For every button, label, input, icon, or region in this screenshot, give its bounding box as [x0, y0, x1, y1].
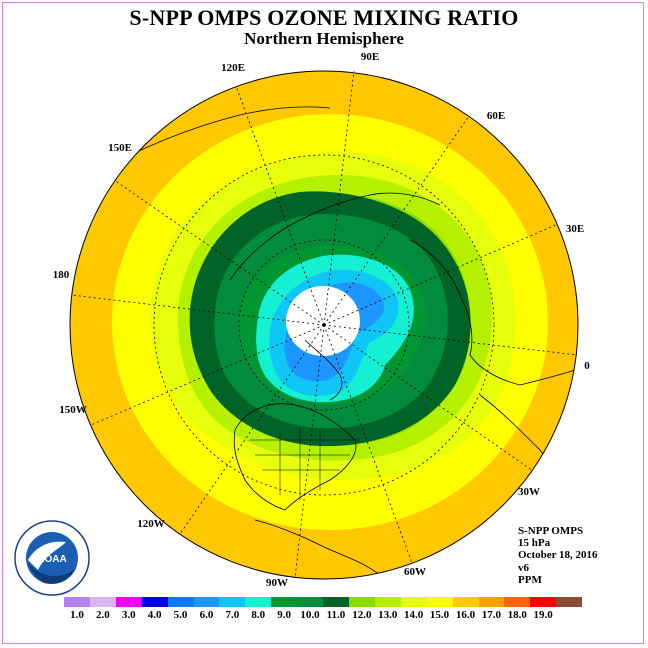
- colorbar-swatch: [297, 597, 324, 607]
- colorbar-swatch: [374, 597, 401, 607]
- logo-wordmark: NOAA: [37, 554, 66, 565]
- lon-label-120e: 120E: [221, 62, 245, 74]
- colorbar-swatch: [426, 597, 453, 607]
- colorbar-swatch: [556, 597, 583, 607]
- colorbar: [64, 597, 583, 607]
- colorbar-label: 9.0: [277, 609, 292, 621]
- colorbar-swatch: [89, 597, 116, 607]
- colorbar-swatch: [323, 597, 349, 607]
- colorbar-label: 6.0: [199, 609, 214, 621]
- info-date: October 18, 2016: [518, 549, 598, 562]
- info-version: v6: [518, 561, 529, 574]
- colorbar-swatch: [478, 597, 505, 607]
- colorbar-swatch: [219, 597, 246, 607]
- colorbar-label: 2.0: [95, 609, 110, 621]
- north-america-outline: [233, 403, 357, 511]
- us-state-borders: [250, 428, 360, 500]
- lon-label-90e: 90E: [361, 51, 379, 63]
- lon-label-60e: 60E: [487, 110, 505, 122]
- meridian-60e: [323, 115, 470, 326]
- latitude-circle-30: [153, 154, 495, 496]
- colorbar-swatch: [245, 597, 272, 607]
- colorbar-label: 12.0: [352, 609, 372, 621]
- colorbar-swatch: [64, 597, 90, 607]
- colorbar-label: 14.0: [404, 609, 424, 621]
- asia-pacific-coast: [119, 106, 331, 161]
- noaa-logo: NOAA: [14, 520, 90, 596]
- info-pressure: 15 hPa: [518, 537, 551, 550]
- lon-label-180: 180: [53, 269, 70, 281]
- central-america-outline: [254, 519, 381, 576]
- lon-label-0: 0: [584, 360, 590, 372]
- no-data-region: [286, 286, 360, 356]
- lon-label-90w: 90W: [266, 577, 288, 589]
- greenland-outline: [304, 339, 343, 401]
- info-units: PPM: [518, 573, 542, 586]
- colorbar-label: 13.0: [378, 609, 398, 621]
- colorbar-label: 15.0: [429, 609, 450, 621]
- colorbar-label: 17.0: [481, 609, 501, 621]
- colorbar-swatch: [452, 597, 479, 607]
- map-info-block: S-NPP OMPS 15 hPa October 18, 2016 v6 PP…: [518, 525, 598, 586]
- colorbar-label: 5.0: [173, 609, 188, 621]
- colorbar-swatch: [504, 597, 531, 607]
- colorbar-swatch: [348, 597, 375, 607]
- lon-label-150w: 150W: [59, 404, 87, 416]
- map-subtitle: Northern Hemisphere: [244, 29, 404, 48]
- colorbar-swatch: [530, 597, 557, 607]
- lon-label-30e: 30E: [566, 223, 584, 235]
- colorbar-label: 19.0: [533, 609, 553, 621]
- seagull-icon: [28, 541, 66, 570]
- colorbar-label: 1.0: [70, 609, 84, 621]
- colorbar-label: 11.0: [326, 609, 346, 621]
- colorbar-label: 4.0: [147, 609, 162, 621]
- europe-outline: [409, 239, 576, 386]
- colorbar-label: 3.0: [121, 609, 136, 621]
- colorbar-swatch: [193, 597, 220, 607]
- meridian-150w: [90, 324, 325, 426]
- longitude-labels: 90E 60E 30E 0 30W 60W 90W 120W 150W 180 …: [53, 51, 591, 589]
- ozone-contours: [70, 71, 578, 579]
- colorbar-swatch: [271, 597, 298, 607]
- graticule: [70, 70, 578, 579]
- map-boundary: [69, 70, 579, 580]
- asia-arctic-coast: [229, 192, 441, 281]
- colorbar-label: 7.0: [225, 609, 240, 621]
- meridian-60w: [323, 324, 413, 564]
- colorbar-label: 18.0: [507, 609, 527, 621]
- info-instrument: S-NPP OMPS: [518, 525, 584, 537]
- map-title: S-NPP OMPS OZONE MIXING RATIO: [129, 5, 519, 30]
- colorbar-swatch: [141, 597, 168, 607]
- colorbar-swatch: [115, 597, 142, 607]
- latitude-circle-60: [238, 239, 410, 411]
- colorbar-labels: 1.0 2.0 3.0 4.0 5.0 6.0 7.0 8.0 9.0 10.0 11.0 12.0 1…: [0, 609, 648, 623]
- lon-label-150e: 150E: [108, 142, 132, 154]
- lon-label-60w: 60W: [404, 566, 426, 578]
- colorbar-swatch: [167, 597, 194, 607]
- colorbar-label: 16.0: [455, 609, 476, 621]
- colorbar-swatch: [400, 597, 427, 607]
- meridian-120w: [179, 324, 325, 535]
- colorbar-label: 8.0: [251, 609, 266, 621]
- colorbar-label: 10.0: [300, 609, 320, 621]
- lon-label-120w: 120W: [137, 518, 165, 530]
- lon-label-30w: 30W: [518, 486, 540, 498]
